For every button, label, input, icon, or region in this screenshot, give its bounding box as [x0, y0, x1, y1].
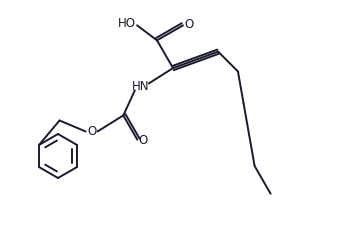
Text: HO: HO — [118, 17, 136, 30]
Text: O: O — [87, 125, 96, 138]
Text: O: O — [139, 134, 148, 147]
Text: HN: HN — [132, 80, 150, 93]
Text: O: O — [184, 18, 194, 31]
